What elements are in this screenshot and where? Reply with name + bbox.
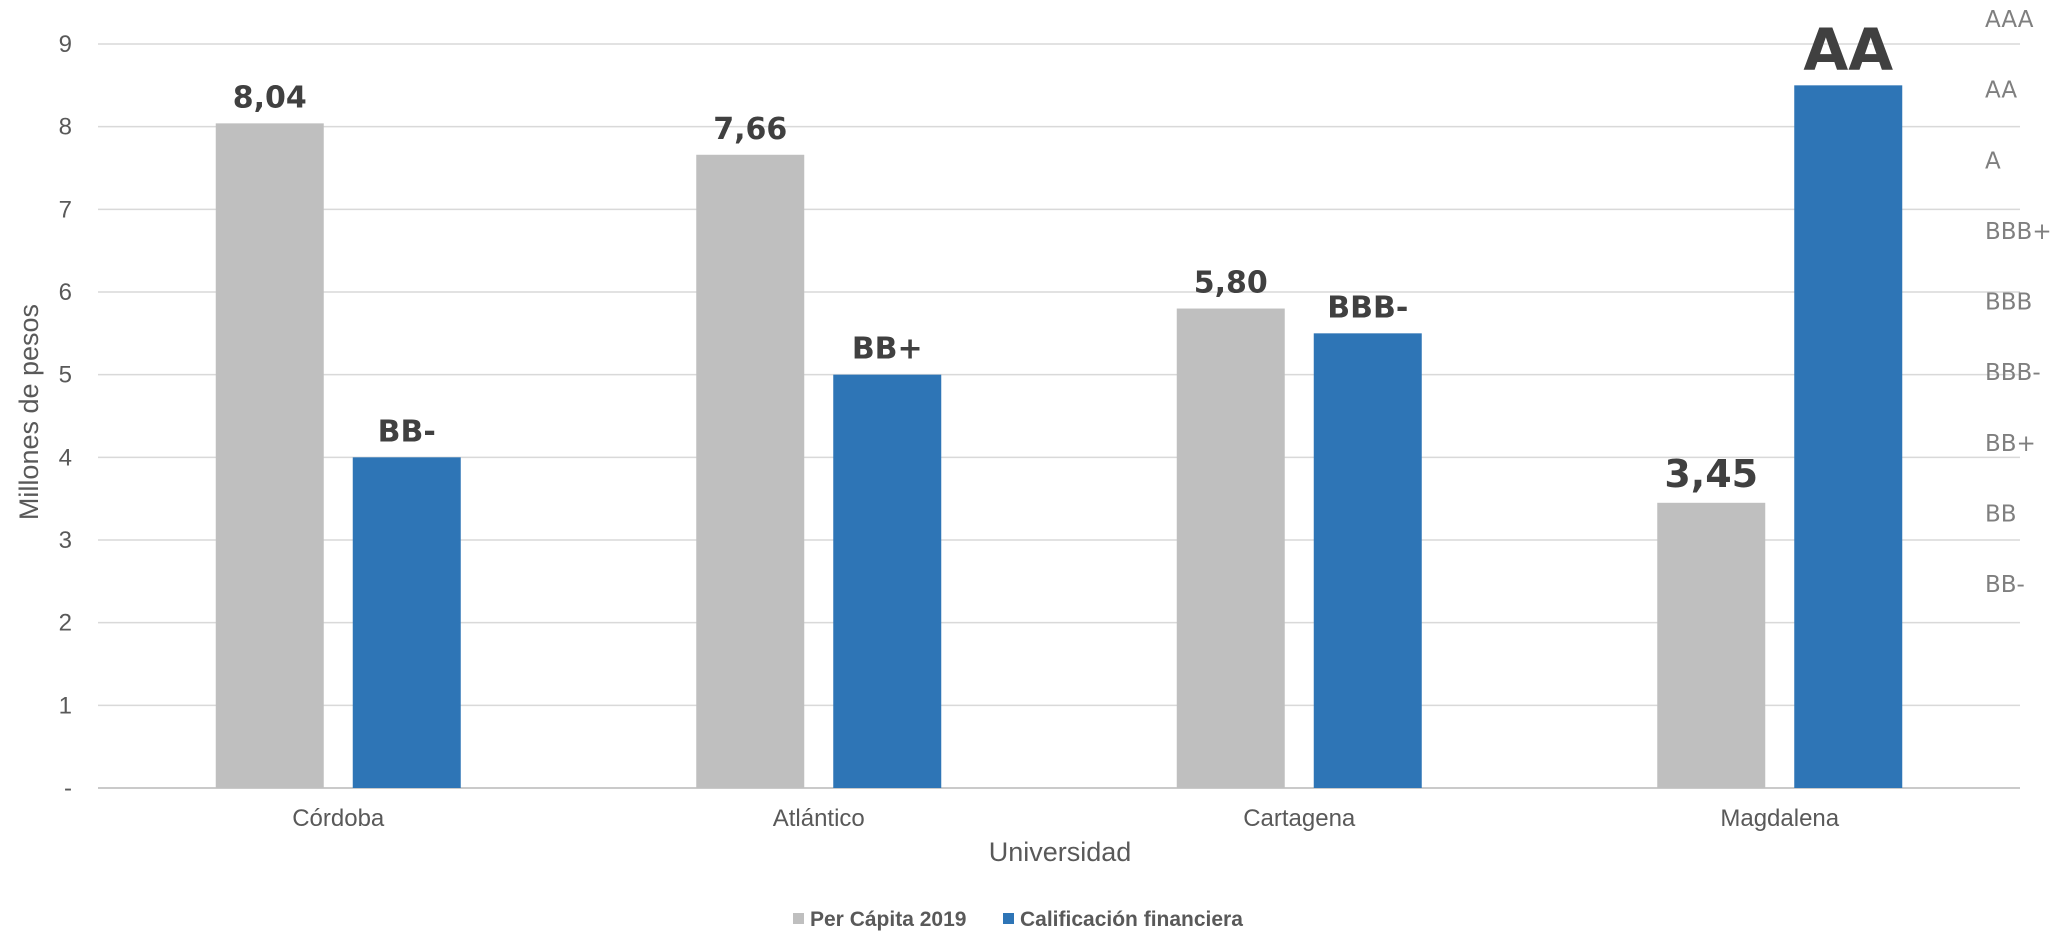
bar-0-3 xyxy=(1657,502,1766,788)
rating-axis-label: AAA xyxy=(1985,7,2034,33)
rating-axis-label: A xyxy=(1985,148,2001,174)
y-tick-label: 1 xyxy=(59,692,72,719)
y-axis-title: Millones de pesos xyxy=(14,304,44,520)
bars xyxy=(215,85,1903,789)
data-label-1-2: BBB- xyxy=(1327,290,1408,325)
y-tick-label: 9 xyxy=(59,31,72,58)
rating-axis-label: BB- xyxy=(1985,572,2025,598)
rating-axis-label: BB+ xyxy=(1985,431,2036,457)
rating-axis-label: BBB+ xyxy=(1985,219,2052,245)
bar-1-3 xyxy=(1794,85,1903,789)
y-tick-label: 5 xyxy=(59,362,72,389)
y-tick-label: 7 xyxy=(59,196,72,223)
y-tick-label: 3 xyxy=(59,527,72,554)
legend-swatch-calificacion xyxy=(1003,913,1014,924)
bar-0-0 xyxy=(215,123,324,789)
rating-axis-label: AA xyxy=(1985,78,2017,104)
x-axis-title: Universidad xyxy=(989,837,1132,867)
bar-1-2 xyxy=(1313,333,1422,788)
data-label-0-1: 7,66 xyxy=(713,112,787,147)
data-labels: 8,04 BB- 7,66 BB+ 5,80 BBB- 3,45 AA xyxy=(233,15,1894,495)
y-tick-label: 2 xyxy=(59,610,72,637)
y-tick-label: 8 xyxy=(59,114,72,141)
data-label-1-1: BB+ xyxy=(852,332,923,367)
rating-axis-label: BBB- xyxy=(1985,360,2041,386)
bar-0-1 xyxy=(696,154,805,789)
data-label-1-3: AA xyxy=(1803,15,1893,83)
y-tick-label: 6 xyxy=(59,279,72,306)
rating-axis-label: BB xyxy=(1985,501,2017,527)
data-label-1-0: BB- xyxy=(378,414,436,449)
y-tick-label: 4 xyxy=(59,444,72,471)
axes: Millones de pesos Universidad - 1 2 3 4 5 6 7 8 9… xyxy=(14,7,2052,867)
legend-label-per-capita: Per Cápita 2019 xyxy=(810,908,966,931)
bar-1-0 xyxy=(352,457,461,788)
y-tick-label: - xyxy=(64,775,72,802)
x-tick-label: Magdalena xyxy=(1720,805,1839,832)
legend: Per Cápita 2019 Calificación financiera xyxy=(793,908,1243,931)
x-tick-label: Cartagena xyxy=(1243,805,1356,832)
rating-axis-label: BBB xyxy=(1985,290,2032,316)
bar-1-1 xyxy=(833,374,942,788)
x-tick-label: Córdoba xyxy=(292,805,385,832)
bar-0-2 xyxy=(1176,308,1285,788)
legend-label-calificacion: Calificación financiera xyxy=(1020,908,1243,931)
data-label-0-3: 3,45 xyxy=(1664,452,1758,496)
data-label-0-0: 8,04 xyxy=(233,80,307,115)
legend-swatch-per-capita xyxy=(793,913,804,924)
x-tick-label: Atlántico xyxy=(773,805,865,832)
data-label-0-2: 5,80 xyxy=(1194,266,1268,301)
